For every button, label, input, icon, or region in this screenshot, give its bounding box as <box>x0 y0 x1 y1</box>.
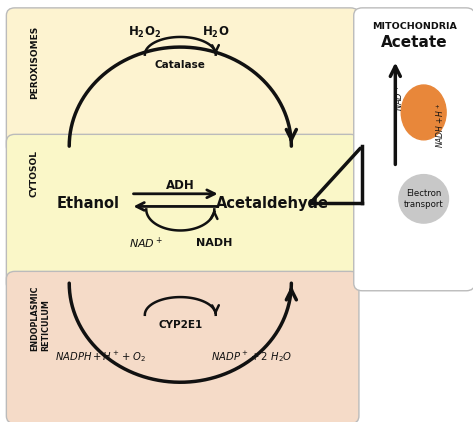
Text: Ethanol: Ethanol <box>56 195 119 211</box>
Text: Catalase: Catalase <box>155 60 206 70</box>
Text: ADH: ADH <box>166 179 195 192</box>
Text: CYTOSOL: CYTOSOL <box>30 150 39 198</box>
Text: MITOCHONDRIA: MITOCHONDRIA <box>372 22 456 31</box>
Text: $\mathbf{H_2O_2}$: $\mathbf{H_2O_2}$ <box>128 25 162 40</box>
FancyBboxPatch shape <box>6 8 359 154</box>
Text: ENDOPLASMIC
RETICULUM: ENDOPLASMIC RETICULUM <box>30 285 50 351</box>
Text: Acetate: Acetate <box>381 36 447 50</box>
FancyBboxPatch shape <box>6 272 359 423</box>
Text: $\mathbf{H_2O}$: $\mathbf{H_2O}$ <box>202 25 229 40</box>
FancyBboxPatch shape <box>6 135 359 291</box>
Text: $NADH + H^+$: $NADH + H^+$ <box>434 102 446 148</box>
Text: NADH: NADH <box>196 238 233 248</box>
FancyBboxPatch shape <box>354 8 474 291</box>
Text: $NAD^+$: $NAD^+$ <box>129 236 164 251</box>
Text: CYP2E1: CYP2E1 <box>158 320 202 330</box>
Text: Acetaldehyde: Acetaldehyde <box>216 195 329 211</box>
Text: $NADPH + H^+ + O_2$: $NADPH + H^+ + O_2$ <box>55 349 146 364</box>
Ellipse shape <box>401 85 446 140</box>
Text: $NADP^+ + 2\ H_2O$: $NADP^+ + 2\ H_2O$ <box>210 349 292 364</box>
Text: $NAD^+$: $NAD^+$ <box>393 84 405 111</box>
Text: PEROXISOMES: PEROXISOMES <box>30 26 39 99</box>
Text: Electron
transport: Electron transport <box>404 189 444 209</box>
Ellipse shape <box>399 175 448 223</box>
